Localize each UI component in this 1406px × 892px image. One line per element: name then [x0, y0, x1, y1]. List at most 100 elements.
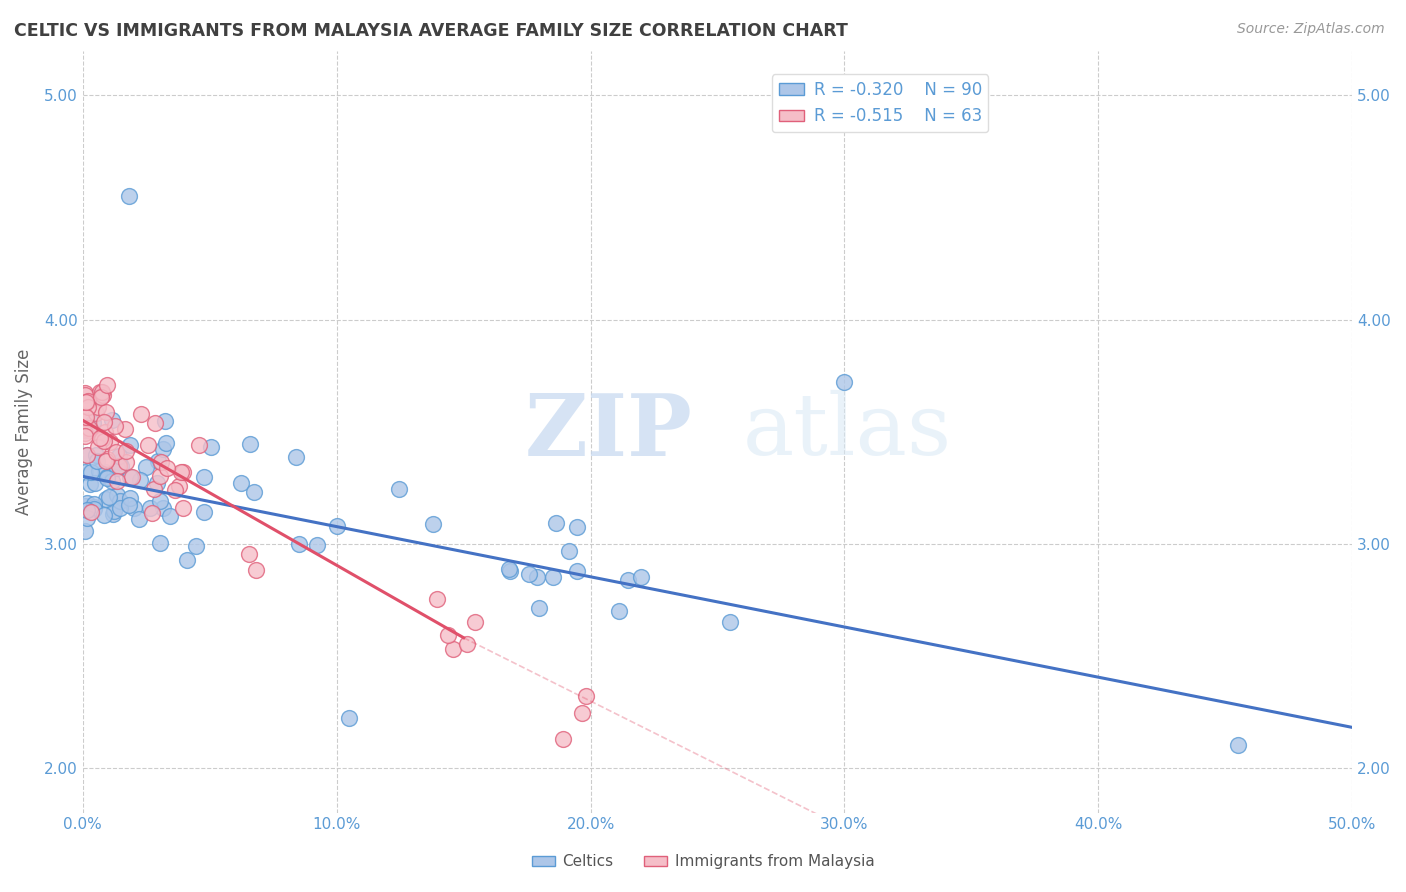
Point: [541, 570, 564, 584]
Point: [114, 422, 136, 436]
Point: [145, 476, 167, 491]
Y-axis label: Average Family Size: Average Family Size: [15, 349, 32, 515]
Point: [76, 421, 98, 435]
Point: [149, 468, 172, 483]
Point: [118, 491, 141, 506]
Point: [75, 414, 97, 428]
Point: [129, 407, 152, 421]
Point: [422, 516, 444, 531]
Point: [238, 437, 260, 451]
Point: [193, 505, 215, 519]
Point: [83, 502, 105, 516]
Point: [115, 443, 138, 458]
Point: [93, 466, 115, 480]
Point: [107, 455, 129, 469]
Point: [80, 505, 103, 519]
Point: [110, 458, 132, 473]
Point: [152, 501, 174, 516]
Point: [79, 477, 101, 491]
Point: [288, 536, 311, 550]
Point: [575, 689, 598, 703]
Point: [105, 445, 128, 459]
Point: [526, 570, 548, 584]
Point: [93, 508, 115, 523]
Point: [339, 711, 361, 725]
Point: [75, 386, 97, 401]
Point: [76, 393, 98, 408]
Point: [115, 455, 138, 469]
Point: [96, 451, 118, 466]
Point: [176, 553, 198, 567]
Point: [87, 440, 110, 454]
Point: [464, 615, 486, 629]
Point: [498, 562, 520, 576]
Point: [104, 419, 127, 434]
Point: [87, 389, 110, 403]
Point: [89, 431, 111, 445]
Point: [141, 506, 163, 520]
Point: [100, 413, 122, 427]
Point: [118, 470, 141, 484]
Point: [96, 405, 118, 419]
Point: [103, 504, 125, 518]
Point: [75, 388, 97, 402]
Point: [551, 731, 574, 746]
Point: [243, 485, 266, 500]
Point: [80, 465, 103, 479]
Point: [96, 454, 118, 468]
Point: [84, 475, 107, 490]
Point: [188, 438, 211, 452]
Point: [159, 509, 181, 524]
Point: [117, 189, 139, 203]
Point: [76, 448, 98, 462]
Legend: Celtics, Immigrants from Malaysia: Celtics, Immigrants from Malaysia: [526, 848, 880, 875]
Point: [90, 432, 112, 446]
Point: [108, 501, 131, 516]
Point: [90, 390, 112, 404]
Point: [143, 483, 166, 497]
Text: ZIP: ZIP: [524, 390, 692, 474]
Point: [149, 536, 172, 550]
Point: [84, 448, 107, 462]
Point: [153, 414, 176, 428]
Point: [122, 501, 145, 516]
Point: [167, 479, 190, 493]
Point: [121, 470, 143, 484]
Point: [108, 493, 131, 508]
Point: [152, 442, 174, 456]
Point: [75, 423, 97, 437]
Point: [98, 435, 121, 450]
Point: [77, 420, 100, 434]
Point: [96, 469, 118, 483]
Point: [325, 518, 347, 533]
Point: [76, 448, 98, 462]
Point: [83, 500, 105, 514]
Point: [200, 440, 222, 454]
Point: [529, 600, 551, 615]
Point: [120, 437, 142, 451]
Point: [441, 642, 464, 657]
Point: [245, 563, 267, 577]
Point: [546, 516, 568, 530]
Point: [91, 384, 114, 399]
Point: [105, 461, 128, 475]
Point: [93, 425, 115, 439]
Text: Source: ZipAtlas.com: Source: ZipAtlas.com: [1237, 22, 1385, 37]
Point: [93, 434, 115, 449]
Point: [135, 459, 157, 474]
Point: [426, 591, 449, 606]
Point: [607, 604, 630, 618]
Point: [499, 565, 522, 579]
Point: [75, 466, 97, 480]
Point: [184, 539, 207, 553]
Point: [118, 498, 141, 512]
Point: [170, 466, 193, 480]
Point: [83, 497, 105, 511]
Point: [718, 615, 741, 629]
Point: [76, 496, 98, 510]
Point: [107, 458, 129, 473]
Point: [163, 483, 186, 498]
Point: [148, 493, 170, 508]
Point: [238, 547, 260, 561]
Point: [193, 470, 215, 484]
